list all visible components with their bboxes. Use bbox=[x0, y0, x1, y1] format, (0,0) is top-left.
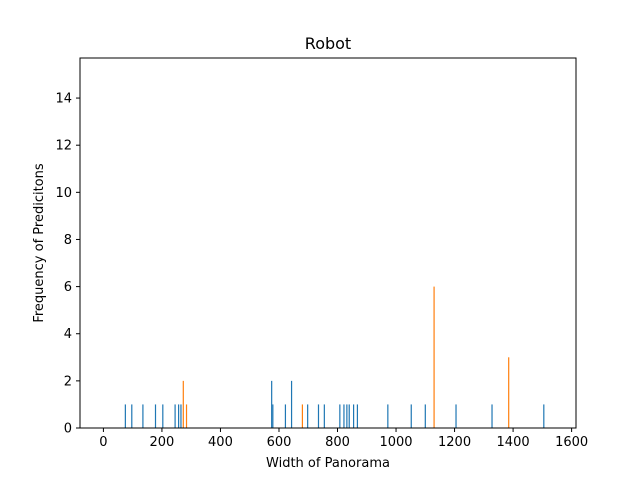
bar-series1-26 bbox=[491, 404, 493, 428]
bar-series1-19 bbox=[348, 404, 350, 428]
bar-series2-3 bbox=[301, 404, 303, 428]
x-tick-label-6: 1000 bbox=[379, 435, 412, 450]
bar-series1-16 bbox=[339, 404, 341, 428]
y-tick-label-1: 0 bbox=[64, 422, 72, 437]
bar-series2-1 bbox=[182, 380, 184, 428]
x-tick-label-4: 600 bbox=[267, 435, 292, 450]
bar-series1-17 bbox=[343, 404, 345, 428]
x-tick-label-7: 1200 bbox=[438, 435, 471, 450]
x-tick-label-2: 200 bbox=[150, 435, 175, 450]
y-tick-label-8: 14 bbox=[55, 92, 72, 107]
x-axis-ticks: 0 200 400 600 800 1000 1200 1400 1600 bbox=[99, 428, 588, 450]
bar-series1-8 bbox=[180, 404, 182, 428]
bar-series1-27 bbox=[543, 404, 545, 428]
bar-series1-2 bbox=[131, 404, 133, 428]
bar-series1-21 bbox=[356, 404, 359, 428]
y-axis-label: Frequency of Predicitons bbox=[32, 163, 47, 323]
bar-series1-9 bbox=[271, 380, 273, 428]
bars-group bbox=[124, 286, 545, 428]
y-axis-ticks: 0 2 4 6 8 10 12 14 bbox=[55, 92, 80, 437]
bar-series1-10 bbox=[272, 404, 274, 428]
x-tick-label-9: 1600 bbox=[555, 435, 588, 450]
bar-series2-4 bbox=[433, 286, 435, 428]
bar-series1-4 bbox=[154, 404, 157, 428]
bar-series1-12 bbox=[290, 380, 293, 428]
y-tick-label-7: 12 bbox=[55, 139, 72, 154]
plot-frame bbox=[79, 57, 577, 429]
x-tick-label-8: 1400 bbox=[497, 435, 530, 450]
y-tick-label-4: 6 bbox=[64, 280, 72, 295]
x-tick-label-3: 400 bbox=[208, 435, 233, 450]
x-axis-label: Width of Panorama bbox=[266, 456, 390, 471]
y-tick-label-2: 2 bbox=[64, 374, 72, 389]
bar-series1-15 bbox=[323, 404, 325, 428]
bar-series1-11 bbox=[284, 404, 287, 428]
bar-series1-6 bbox=[174, 404, 176, 428]
bar-series2-5 bbox=[508, 357, 510, 428]
bar-series1-13 bbox=[307, 404, 309, 428]
bar-series1-7 bbox=[178, 404, 180, 428]
bar-series1-14 bbox=[317, 404, 320, 428]
bar-series1-23 bbox=[410, 404, 412, 428]
chart-title: Robot bbox=[305, 34, 351, 53]
bar-series1-25 bbox=[455, 404, 457, 428]
bar-series1-18 bbox=[346, 404, 348, 428]
bar-series1-3 bbox=[142, 404, 144, 428]
x-tick-label-5: 800 bbox=[325, 435, 350, 450]
bar-series2-2 bbox=[185, 404, 188, 428]
y-tick-label-5: 8 bbox=[64, 233, 72, 248]
y-tick-label-3: 4 bbox=[64, 327, 72, 342]
bar-series1-5 bbox=[162, 404, 164, 428]
bar-series1-24 bbox=[424, 404, 426, 428]
bar-series1-20 bbox=[353, 404, 355, 428]
bar-series1-22 bbox=[387, 404, 389, 428]
bar-series1-1 bbox=[124, 404, 126, 428]
y-tick-label-6: 10 bbox=[55, 186, 72, 201]
x-tick-label-1: 0 bbox=[99, 435, 107, 450]
